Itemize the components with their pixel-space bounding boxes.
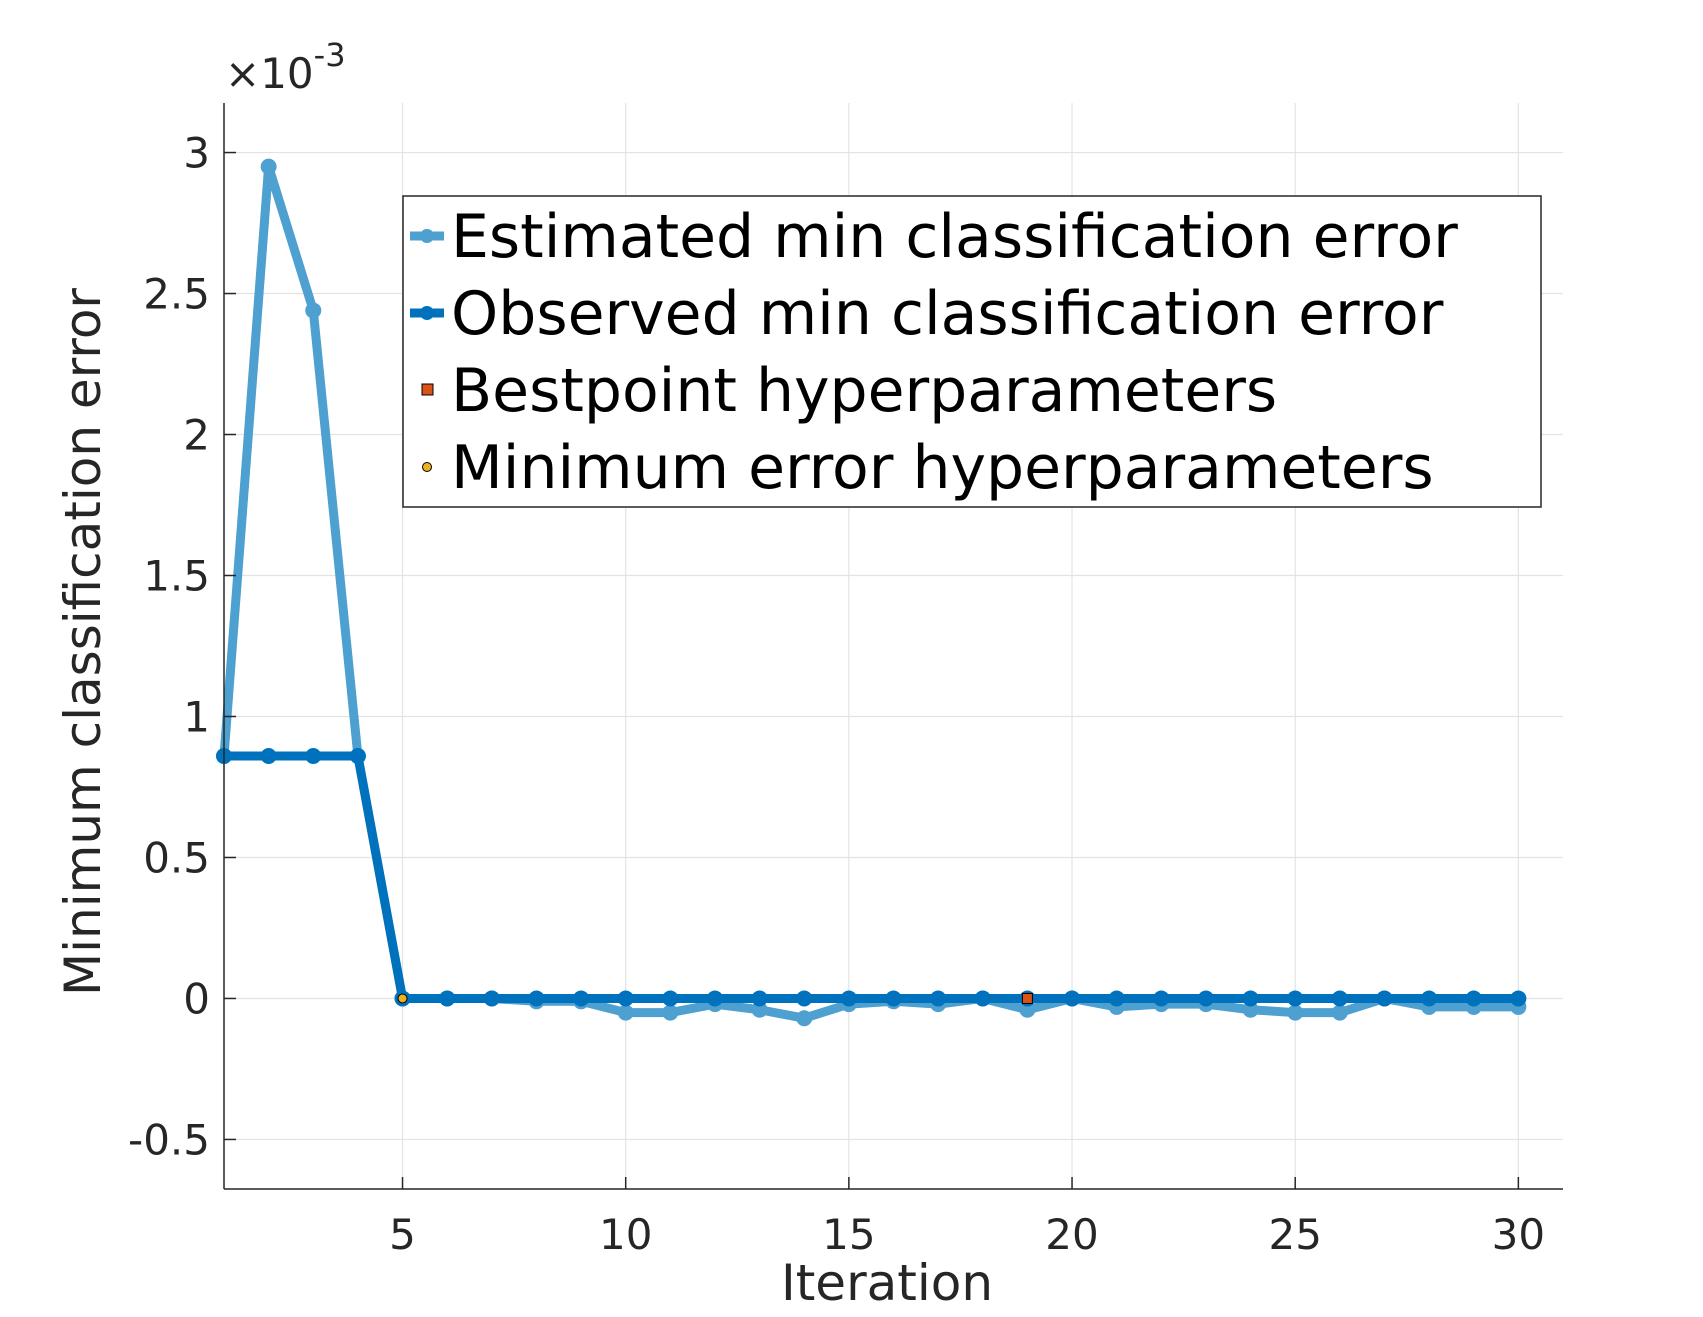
- data-point-observed: [528, 990, 545, 1007]
- x-tick-label: 25: [1268, 1210, 1321, 1259]
- legend-entry-observed: Observed min classification error: [410, 279, 1444, 349]
- y-axis-exponent-label: ×10-3: [225, 36, 346, 98]
- data-point-observed: [305, 747, 322, 764]
- data-point-estimated: [751, 1001, 768, 1018]
- legend-entry-estimated: Estimated min classification error: [410, 202, 1458, 272]
- data-point-observed: [1197, 990, 1214, 1007]
- legend-marker-observed: [420, 306, 434, 320]
- axes: [223, 103, 1563, 1190]
- y-tick-label: 1.5: [143, 552, 210, 601]
- data-point-observed: [349, 747, 366, 764]
- legend-entry-minimum-error: Minimum error hyperparameters: [422, 433, 1434, 503]
- data-point-estimated: [617, 1004, 634, 1021]
- bestpoint-marker: [1021, 992, 1033, 1004]
- y-tick-label: 0: [183, 974, 210, 1023]
- data-point-estimated: [1331, 1004, 1348, 1021]
- series-layer: [216, 158, 1527, 1027]
- data-point-observed: [1064, 990, 1081, 1007]
- x-tick-label: 15: [822, 1210, 875, 1259]
- y-tick-label: 3: [183, 129, 210, 178]
- exponent-base: ×10: [225, 49, 314, 98]
- legend-entry-bestpoint: Bestpoint hyperparameters: [421, 356, 1277, 426]
- legend-marker-estimated: [420, 229, 434, 243]
- x-axis-label: Iteration: [781, 1254, 993, 1312]
- exponent-power: -3: [314, 36, 346, 74]
- x-tick-label: 10: [599, 1210, 652, 1259]
- legend: Estimated min classification error Obser…: [402, 195, 1542, 508]
- data-point-observed: [1421, 990, 1438, 1007]
- data-point-observed: [1376, 990, 1393, 1007]
- x-tick-label: 20: [1045, 1210, 1098, 1259]
- legend-box: [402, 195, 1542, 508]
- data-point-observed: [930, 990, 947, 1007]
- data-point-observed: [617, 990, 634, 1007]
- data-point-observed: [260, 747, 277, 764]
- y-tick-label: 1: [183, 692, 210, 741]
- data-point-observed: [796, 990, 813, 1007]
- data-point-observed: [1242, 990, 1259, 1007]
- data-point-observed: [439, 990, 456, 1007]
- series-line-observed: [219, 751, 1523, 1003]
- data-point-observed: [1510, 990, 1527, 1007]
- data-point-estimated: [662, 1004, 679, 1021]
- data-point-observed: [885, 990, 902, 1007]
- tick-labels: 5 10 15 20 25 30 -0.5 0 0.5 1 1.5 2 2.5 3: [128, 129, 1545, 1259]
- data-point-observed: [974, 990, 991, 1007]
- y-tick-label: 2: [183, 411, 210, 460]
- minimum-error-marker: [397, 993, 408, 1004]
- data-point-observed: [751, 990, 768, 1007]
- data-point-estimated: [260, 158, 277, 175]
- data-point-observed: [1108, 990, 1125, 1007]
- data-point-observed: [840, 990, 857, 1007]
- legend-label-bestpoint: Bestpoint hyperparameters: [451, 356, 1277, 426]
- legend-label-estimated: Estimated min classification error: [451, 202, 1458, 272]
- y-axis-label: Minimum classification error: [54, 288, 112, 996]
- data-point-observed: [706, 990, 723, 1007]
- data-point-observed: [1465, 990, 1482, 1007]
- legend-label-observed: Observed min classification error: [451, 279, 1444, 349]
- legend-marker-minimum-error: [422, 462, 432, 472]
- data-point-estimated: [1019, 1001, 1036, 1018]
- legend-label-minimum-error: Minimum error hyperparameters: [451, 433, 1434, 503]
- data-point-observed: [483, 990, 500, 1007]
- x-tick-label: 5: [389, 1210, 416, 1259]
- data-point-observed: [1331, 990, 1348, 1007]
- data-point-estimated: [305, 302, 322, 319]
- data-point-estimated: [796, 1010, 813, 1027]
- y-tick-label: 2.5: [143, 270, 210, 319]
- data-point-observed: [662, 990, 679, 1007]
- data-point-observed: [573, 990, 590, 1007]
- legend-marker-bestpoint: [421, 383, 434, 396]
- x-tick-label: 30: [1492, 1210, 1545, 1259]
- data-point-estimated: [1242, 1001, 1259, 1018]
- data-point-observed: [1153, 990, 1170, 1007]
- data-point-estimated: [1287, 1004, 1304, 1021]
- y-tick-label: -0.5: [128, 1115, 210, 1164]
- y-tick-label: 0.5: [143, 833, 210, 882]
- data-point-observed: [1287, 990, 1304, 1007]
